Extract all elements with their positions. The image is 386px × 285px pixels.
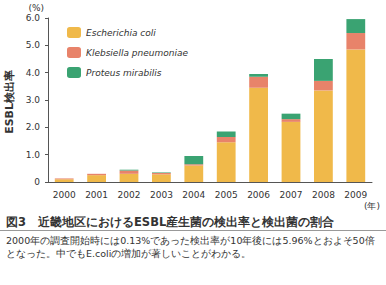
svg-text:(%): (%) [28, 3, 44, 13]
svg-text:Klebsiella pneumoniae: Klebsiella pneumoniae [86, 48, 188, 58]
svg-text:2002: 2002 [118, 190, 141, 200]
svg-text:4.0: 4.0 [26, 68, 41, 78]
svg-text:(年): (年) [364, 201, 380, 211]
svg-text:5.0: 5.0 [26, 40, 41, 50]
svg-text:2004: 2004 [182, 190, 205, 200]
svg-text:2009: 2009 [344, 190, 367, 200]
svg-text:6.0: 6.0 [26, 13, 41, 23]
svg-text:0: 0 [34, 177, 40, 187]
svg-text:ESBL検出率: ESBL検出率 [3, 70, 16, 134]
svg-text:2000: 2000 [53, 190, 76, 200]
svg-text:2005: 2005 [215, 190, 238, 200]
svg-text:3.0: 3.0 [26, 95, 41, 105]
svg-text:2006: 2006 [247, 190, 270, 200]
html-text:図3 近畿地区におけるESBL産生菌の検出率と検出菌の割合: 図3 近畿地区におけるESBL産生菌の検出率と検出菌の割合 [6, 215, 335, 229]
svg-text:Proteus mirabilis: Proteus mirabilis [86, 68, 162, 78]
svg-text:2008: 2008 [312, 190, 335, 200]
svg-text:2001: 2001 [85, 190, 108, 200]
svg-text:1.0: 1.0 [26, 150, 41, 160]
html-text:2000年の調査開始時には0.13%であった検出率が10年後: 2000年の調査開始時には0.13%であった検出率が10年後には5.96%とおよ… [6, 235, 375, 259]
svg-text:2007: 2007 [280, 190, 303, 200]
svg-text:Escherichia coli: Escherichia coli [86, 28, 156, 38]
svg-text:2003: 2003 [150, 190, 173, 200]
svg-text:2.0: 2.0 [26, 122, 41, 132]
